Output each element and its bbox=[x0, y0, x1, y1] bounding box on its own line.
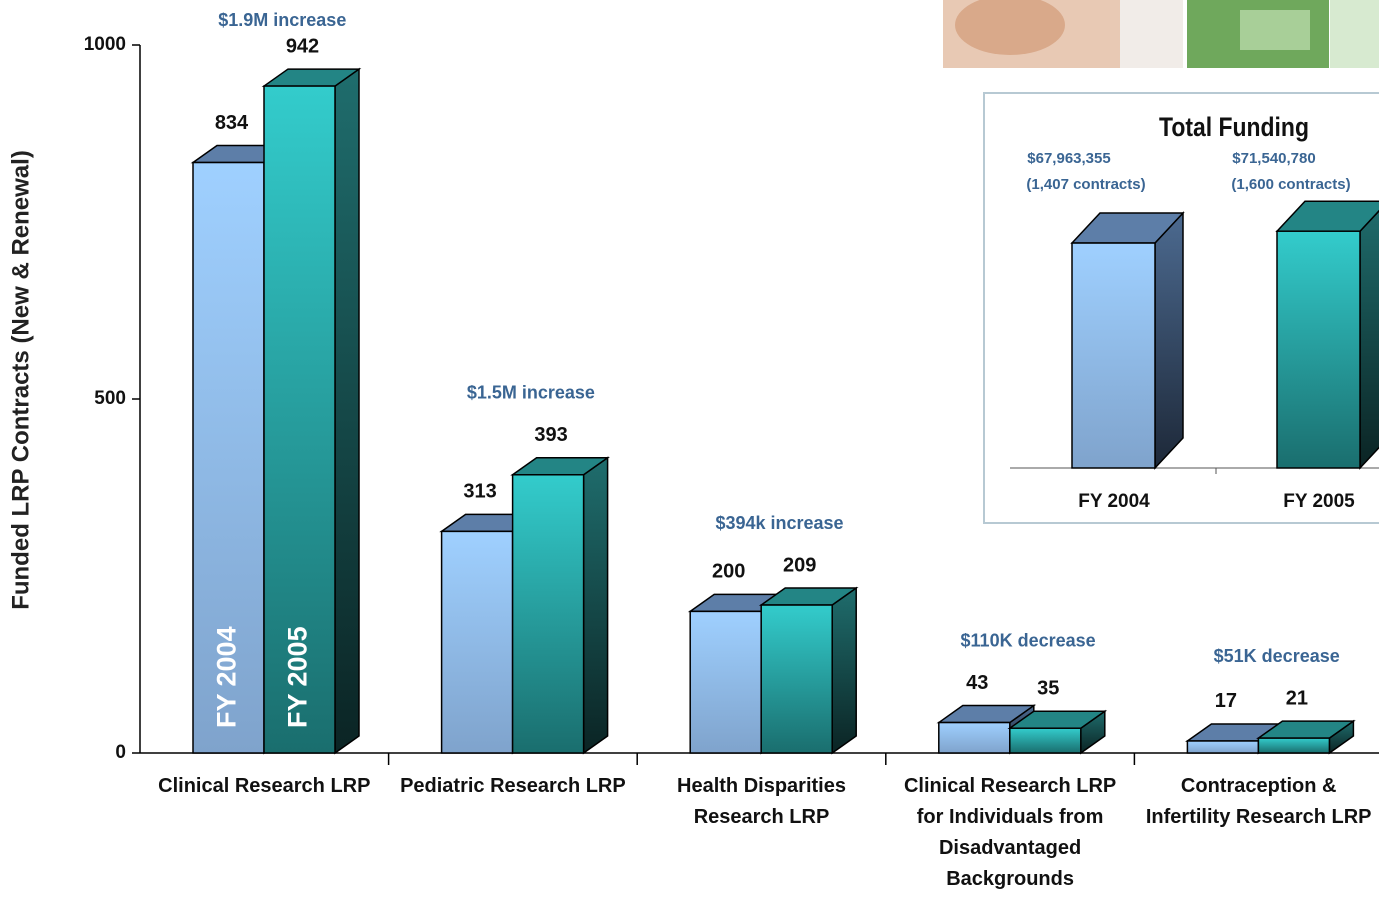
bar-face bbox=[938, 721, 1011, 754]
y-tick-label: 1000 bbox=[84, 34, 126, 55]
bar-face bbox=[1359, 209, 1379, 470]
bar-face bbox=[334, 67, 360, 755]
bar-face bbox=[1257, 737, 1331, 754]
x-tick-label: Clinical Research LRP bbox=[158, 775, 371, 797]
inset-contracts-label: (1,600 contracts) bbox=[1231, 176, 1350, 193]
bar bbox=[510, 456, 610, 755]
bar-face bbox=[511, 474, 585, 754]
value-label: 17 bbox=[1215, 690, 1237, 712]
value-label: 393 bbox=[534, 424, 567, 446]
value-label: 200 bbox=[712, 561, 745, 583]
photo-strip bbox=[943, 0, 1379, 68]
bar-face bbox=[831, 586, 857, 755]
bar-face bbox=[1071, 242, 1156, 469]
inset-value-label: $71,540,780 bbox=[1232, 150, 1315, 167]
x-tick-label: Contraception & Infertility Research LRP bbox=[1145, 775, 1372, 828]
series-label: FY 2005 bbox=[283, 626, 313, 728]
y-tick-label: 0 bbox=[115, 742, 126, 763]
inset-contracts-label: (1,407 contracts) bbox=[1026, 176, 1145, 193]
value-label: 35 bbox=[1037, 678, 1059, 700]
annotation: $110K decrease bbox=[961, 630, 1096, 650]
value-label: 942 bbox=[286, 35, 319, 57]
y-axis-title: Funded LRP Contracts (New & Renewal) bbox=[7, 150, 34, 610]
bar-face bbox=[263, 85, 336, 754]
value-label: 21 bbox=[1286, 687, 1308, 709]
annotation: $1.9M increase bbox=[218, 10, 346, 30]
bar-face bbox=[1009, 727, 1082, 754]
bar-face bbox=[192, 161, 265, 754]
x-tick-label: Health Disparities Research LRP bbox=[677, 775, 846, 828]
bar bbox=[1007, 709, 1108, 755]
bar-face bbox=[689, 610, 762, 754]
bar-face bbox=[1276, 230, 1361, 469]
bar-face bbox=[1154, 211, 1184, 470]
series-label: FY 2004 bbox=[212, 626, 242, 728]
inset-title: Total Funding bbox=[1159, 112, 1309, 142]
bar-face bbox=[440, 530, 514, 754]
inset-category-label: FY 2005 bbox=[1283, 491, 1355, 512]
bar bbox=[1070, 211, 1185, 470]
inset-category-label: FY 2004 bbox=[1078, 491, 1150, 512]
bar bbox=[261, 67, 362, 755]
x-tick-label: Clinical Research LRP for Individuals fr… bbox=[903, 775, 1117, 890]
annotation: $1.5M increase bbox=[467, 383, 595, 403]
annotation: $51K decrease bbox=[1214, 646, 1340, 666]
inset-value-label: $67,963,355 bbox=[1027, 150, 1110, 167]
value-label: 834 bbox=[215, 112, 249, 134]
value-label: 209 bbox=[783, 554, 816, 576]
x-tick-label: Pediatric Research LRP bbox=[400, 775, 626, 797]
bar bbox=[1256, 719, 1356, 755]
bar-face bbox=[1186, 740, 1260, 754]
y-tick-label: 500 bbox=[94, 388, 126, 409]
bar bbox=[758, 586, 859, 755]
value-label: 313 bbox=[463, 481, 496, 503]
bar-face bbox=[582, 456, 609, 755]
bar bbox=[1275, 200, 1379, 470]
annotation: $394k increase bbox=[715, 513, 843, 533]
bar-face bbox=[760, 604, 833, 754]
value-label: 43 bbox=[966, 672, 988, 694]
